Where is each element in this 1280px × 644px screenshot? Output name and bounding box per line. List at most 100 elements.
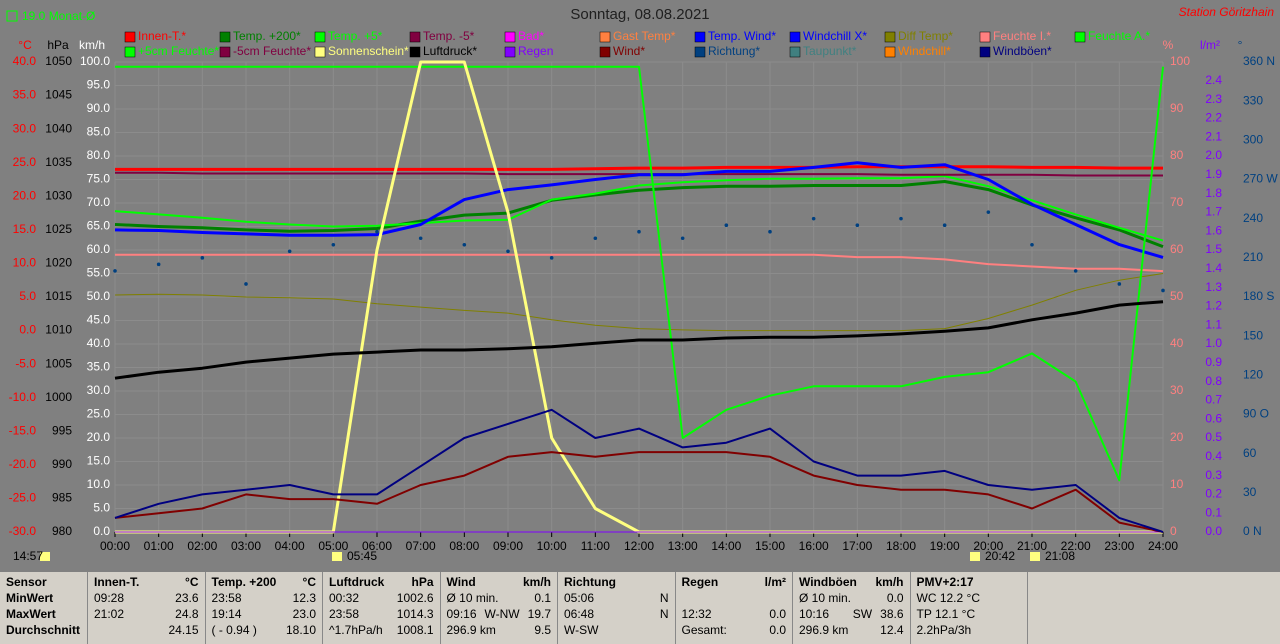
direction-point: [1073, 269, 1078, 273]
series-line: [114, 408, 1164, 533]
group-title: Richtung: [564, 575, 616, 589]
stat-row: 296.9 km 12.4: [799, 622, 904, 638]
y-tick-label: 270 W: [1243, 172, 1278, 186]
stat-cell: 24.15: [168, 623, 199, 637]
y-tick-label: 1.5: [1205, 242, 1222, 256]
legend-swatch: [979, 46, 991, 58]
direction-point: [113, 269, 117, 273]
legend-swatch: [789, 31, 801, 43]
y-tick-label: 5.0: [93, 501, 110, 515]
stat-cell: 19:14: [211, 607, 242, 621]
direction-point: [506, 249, 510, 254]
stat-cell: 0.0: [769, 607, 786, 621]
month-average: 19.0 Monat-Ø: [22, 9, 95, 23]
x-tick-label: 08:00: [449, 539, 479, 553]
sun-icon: [40, 552, 50, 561]
stat-row: WC 12.2 °C: [917, 590, 1022, 606]
y-tick-label: 85.0: [87, 125, 111, 139]
y-tick-label: 2.3: [1205, 92, 1222, 106]
legend-label: Temp. Wind*: [708, 29, 776, 43]
y-tick-label: 1.8: [1205, 186, 1222, 200]
group-title: Wind: [446, 575, 476, 589]
axis-unit: °C: [18, 38, 32, 52]
y-tick-label: 0 N: [1243, 524, 1262, 538]
group-title: Temp. +200: [211, 575, 277, 589]
legend-label: Feuchte A.*: [1088, 29, 1150, 43]
stat-cell: 38.6: [880, 607, 904, 621]
direction-point: [855, 223, 860, 227]
legend-swatch: [219, 46, 231, 58]
legend-label: Feuchte I.*: [993, 29, 1051, 43]
month-icon: [6, 10, 18, 22]
annotation: 20:42: [985, 549, 1015, 563]
y-tick-label: 1.6: [1205, 223, 1222, 237]
stat-row: Gesamt: 0.0: [682, 622, 787, 638]
y-tick-label: 2.1: [1205, 129, 1222, 143]
x-tick-label: 16:00: [799, 539, 829, 553]
stat-cell: 10:16: [799, 607, 830, 621]
x-tick-label: 18:00: [886, 539, 916, 553]
direction-point: [1030, 242, 1034, 247]
legend-label: Windchill X*: [803, 29, 867, 43]
x-tick-label: 13:00: [668, 539, 698, 553]
direction-point: [331, 242, 336, 247]
y-tick-label: 1.7: [1205, 205, 1222, 219]
direction-point: [768, 229, 772, 234]
series-line: [115, 165, 1163, 171]
y-tick-label: -15.0: [9, 423, 37, 437]
stat-cell: 296.9 km: [799, 623, 849, 637]
group-unit: l/m²: [764, 575, 786, 589]
legend-swatch: [409, 31, 421, 43]
direction-point: [811, 216, 816, 221]
group-unit: km/h: [522, 575, 551, 589]
group-unit: km/h: [875, 575, 904, 589]
series-line: [114, 300, 1164, 380]
y-tick-label: 1.0: [1205, 336, 1222, 350]
y-tick-label: 0.5: [1205, 430, 1222, 444]
stat-cell: 09:28: [94, 591, 125, 605]
y-tick-label: 0.8: [1205, 374, 1222, 388]
y-tick-label: 1050: [45, 54, 72, 68]
stat-cell: 0.1: [534, 591, 551, 605]
stat-cell: 00:32: [329, 591, 360, 605]
axis-unit: hPa: [47, 38, 69, 52]
stat-cell: TP 12.1 °C: [916, 607, 976, 621]
stat-cell: 09:16: [446, 607, 477, 621]
direction-point: [593, 236, 598, 241]
legend-swatch: [124, 46, 136, 58]
x-tick-label: 19:00: [930, 539, 960, 553]
stat-cell: ( - 0.94 ): [211, 623, 257, 637]
legend-swatch: [314, 46, 326, 58]
y-tick-label: 100: [1170, 54, 1190, 68]
y-tick-label: 330: [1243, 93, 1263, 107]
y-tick-label: 30.0: [13, 121, 37, 135]
x-tick-label: 12:00: [624, 539, 654, 553]
y-tick-label: 0.1: [1205, 505, 1222, 519]
legend-label: Diff Temp*: [898, 29, 953, 43]
stat-row: 10:16 SW 38.6: [799, 606, 904, 622]
y-tick-label: 0.6: [1205, 411, 1222, 425]
y-tick-label: 35.0: [87, 360, 111, 374]
stat-cell: 12.4: [880, 623, 904, 637]
direction-point: [724, 223, 729, 227]
stats-table: Sensor MinWert MaxWert Durchschnitt Innen-T.…: [0, 572, 1280, 644]
y-tick-label: 1045: [45, 88, 72, 102]
y-tick-label: 1.4: [1205, 261, 1222, 275]
series-line: [114, 161, 1164, 259]
y-tick-label: 360 N: [1243, 54, 1275, 68]
axis-unit: l/m²: [1200, 38, 1220, 52]
row-label: MaxWert: [6, 607, 56, 621]
chart-title: Sonntag, 08.08.2021: [570, 6, 709, 23]
legend-swatch: [504, 46, 516, 58]
y-tick-label: 15.0: [87, 454, 111, 468]
stat-row: 09:16 W-NW 19.7: [447, 606, 552, 622]
y-tick-label: 25.0: [87, 407, 111, 421]
stat-row: 296.9 km 9.5: [447, 622, 552, 638]
x-tick-label: 22:00: [1061, 539, 1091, 553]
y-tick-label: 70: [1170, 195, 1184, 209]
legend-swatch: [219, 31, 231, 43]
group-unit: hPa: [411, 575, 434, 589]
stat-cell: 12.3: [292, 591, 316, 605]
direction-point: [680, 236, 685, 241]
